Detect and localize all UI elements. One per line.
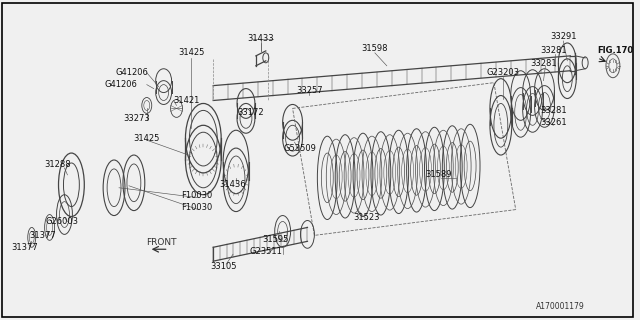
Text: 33257: 33257 <box>296 86 323 95</box>
Text: 33291: 33291 <box>550 32 577 41</box>
Text: G53509: G53509 <box>283 144 316 153</box>
Text: 33273: 33273 <box>124 114 150 123</box>
Text: 33281: 33281 <box>530 59 557 68</box>
Text: 31288: 31288 <box>44 160 71 170</box>
Text: 31425: 31425 <box>134 134 160 143</box>
Text: 33172: 33172 <box>237 108 264 117</box>
Text: 31433: 31433 <box>248 34 274 43</box>
Text: 31377: 31377 <box>12 243 38 252</box>
Text: 31421: 31421 <box>173 96 200 105</box>
Text: 31598: 31598 <box>362 44 388 53</box>
Text: 33281: 33281 <box>540 106 567 115</box>
Text: F10030: F10030 <box>180 191 212 200</box>
Text: G23511: G23511 <box>250 247 282 256</box>
Text: 31595: 31595 <box>262 235 289 244</box>
Text: 31523: 31523 <box>354 213 380 222</box>
Text: G26003: G26003 <box>46 217 79 226</box>
Text: A170001179: A170001179 <box>536 302 585 311</box>
Text: F10030: F10030 <box>180 203 212 212</box>
Text: 33261: 33261 <box>540 118 567 127</box>
Text: 31436: 31436 <box>220 180 246 189</box>
Text: FRONT: FRONT <box>147 238 177 247</box>
Text: 31377: 31377 <box>29 231 56 240</box>
Text: 31425: 31425 <box>178 48 205 57</box>
Text: 33105: 33105 <box>210 262 236 271</box>
Text: FIG.170: FIG.170 <box>597 46 633 55</box>
Text: G41206: G41206 <box>104 80 138 89</box>
Text: G41206: G41206 <box>115 68 148 77</box>
Text: 33281: 33281 <box>540 46 567 55</box>
Text: 31589: 31589 <box>425 170 452 180</box>
Text: G23203: G23203 <box>486 68 519 77</box>
